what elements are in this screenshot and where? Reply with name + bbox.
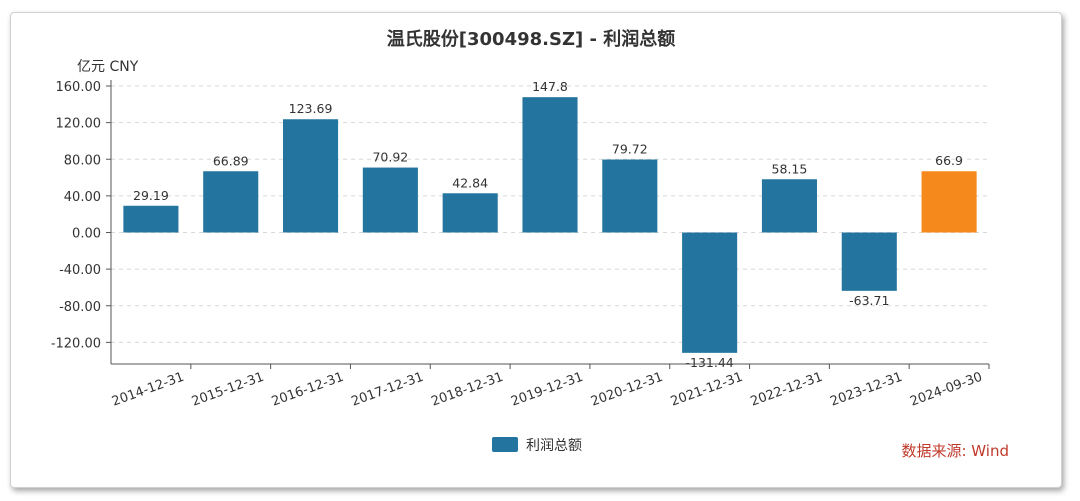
bar (283, 119, 339, 233)
y-unit-label: 亿元 CNY (77, 59, 139, 75)
bar-value-label: -63.71 (849, 293, 889, 308)
bars (123, 97, 977, 353)
x-tick-label: 2023-12-31 (828, 370, 904, 410)
x-tick-label: 2019-12-31 (509, 370, 585, 410)
x-tick-label: 2024-09-30 (908, 370, 984, 410)
y-tick-label: 160.00 (56, 80, 102, 95)
legend: 利润总额 (492, 437, 582, 454)
x-axis: 2014-12-31 2015-12-31 2016-12-31 2017-12-31… (110, 363, 990, 410)
bar-value-label: 58.15 (772, 161, 808, 176)
bar (123, 205, 179, 233)
source-note: 数据来源: Wind (901, 442, 1009, 460)
y-tick-label: -120.00 (51, 336, 101, 351)
x-tick-label: 2022-12-31 (749, 370, 825, 410)
bar (362, 167, 418, 233)
value-labels: 29.19 66.89 123.69 70.92 42.84 147.8 79.72 -131… (133, 79, 963, 370)
bar-value-label: -131.44 (686, 355, 734, 370)
legend-label: 利润总额 (526, 438, 582, 454)
x-tick-label: 2018-12-31 (429, 370, 505, 410)
y-tick-label: 40.00 (64, 190, 101, 205)
chart-card: 温氏股份[300498.SZ] - 利润总额 亿元 CNY 160.00 120.… (10, 12, 1062, 488)
bar (682, 232, 738, 353)
bar-value-label: 29.19 (133, 188, 169, 203)
y-tick-label: 80.00 (64, 153, 101, 168)
x-tick-label: 2020-12-31 (589, 370, 665, 410)
bar-value-label: 42.84 (452, 175, 488, 190)
bar (921, 171, 977, 233)
bar (442, 193, 498, 233)
y-tick-label: 0.00 (72, 227, 101, 242)
chart-title: 温氏股份[300498.SZ] - 利润总额 (387, 28, 675, 50)
x-tick-label: 2017-12-31 (350, 370, 426, 410)
legend-swatch (492, 437, 518, 452)
y-axis: 160.00 120.00 80.00 40.00 0.00 -40.00 -80.00 -1… (51, 80, 112, 364)
bar (203, 171, 259, 233)
bar (522, 97, 578, 233)
bar-value-label: 123.69 (289, 101, 333, 116)
profit-bar-chart: 温氏股份[300498.SZ] - 利润总额 亿元 CNY 160.00 120.… (51, 28, 990, 454)
bar (602, 159, 658, 233)
y-tick-label: -80.00 (59, 300, 101, 315)
y-tick-label: -40.00 (59, 263, 101, 278)
bar-value-label: 147.8 (532, 79, 568, 94)
x-tick-label: 2021-12-31 (669, 370, 745, 410)
bar-value-label: 66.89 (213, 153, 249, 168)
bar (841, 232, 897, 291)
bar-value-label: 66.9 (935, 153, 963, 168)
bar-value-label: 70.92 (372, 150, 408, 165)
y-tick-label: 120.00 (56, 117, 102, 132)
x-tick-label: 2015-12-31 (190, 370, 266, 410)
bar (761, 179, 817, 233)
x-tick-label: 2014-12-31 (110, 370, 186, 410)
x-tick-label: 2016-12-31 (270, 370, 346, 410)
bar-value-label: 79.72 (612, 142, 648, 157)
